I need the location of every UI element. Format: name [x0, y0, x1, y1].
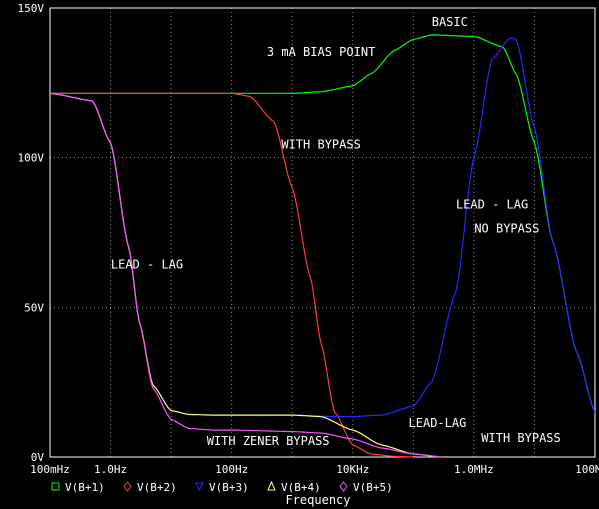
annotation-1: BASIC	[432, 15, 468, 29]
annotation-5: NO BYPASS	[474, 222, 539, 236]
series-line-3	[292, 37, 596, 418]
x-axis-ticks: 100mHz 1.0Hz 100Hz 10KHz 1.0MHz 100MHz	[30, 463, 599, 476]
legend-marker-5	[339, 481, 348, 492]
legend-label-2: V(B+2)	[137, 481, 177, 494]
annotation-8: WITH BYPASS	[481, 431, 560, 445]
annotation-4: LEAD - LAG	[456, 198, 528, 212]
y-tick-label: 50V	[24, 301, 44, 314]
legend-marker-2	[123, 481, 132, 492]
x-tick-label: 100mHz	[30, 463, 70, 476]
plot-frame	[49, 7, 596, 458]
annotation-9: WITH ZENER BYPASS	[207, 434, 330, 448]
legend: V(B+1) V(B+2) V(B+3) V(B+4) V(B+5)	[51, 480, 393, 494]
x-tick-label: 10KHz	[336, 463, 369, 476]
series-line-2	[50, 92, 414, 458]
legend-marker-4	[267, 480, 276, 491]
legend-marker-3	[195, 482, 204, 492]
x-tick-label: 100Hz	[215, 463, 248, 476]
annotation-2: 3 mA BIAS POINT	[267, 45, 375, 59]
legend-marker-1	[51, 482, 60, 491]
legend-label-4: V(B+4)	[281, 481, 321, 494]
annotation-3: WITH BYPASS	[281, 138, 360, 152]
y-tick-label: 150V	[18, 2, 45, 15]
y-axis-ticks: 0V 50V 100V 150V	[18, 2, 45, 464]
x-tick-label: 100MHz	[575, 463, 599, 476]
series-line-5	[49, 92, 443, 458]
legend-label-1: V(B+1)	[65, 481, 105, 494]
series-layer	[49, 34, 596, 458]
y-tick-label: 0V	[31, 451, 45, 464]
y-tick-label: 100V	[18, 152, 45, 165]
annotation-7: LEAD-LAG	[409, 416, 467, 430]
legend-label-3: V(B+3)	[209, 481, 249, 494]
annotation-6: LEAD - LAG	[111, 257, 183, 271]
plot-border	[49, 7, 596, 458]
x-axis-label: Frequency	[285, 493, 350, 507]
legend-label-5: V(B+5)	[353, 481, 393, 494]
x-tick-label: 1.0MHz	[454, 463, 494, 476]
x-tick-label: 1.0Hz	[94, 463, 127, 476]
annotation-layer: BASIC 3 mA BIAS POINT WITH BYPASS LEAD - LA…	[111, 15, 561, 448]
